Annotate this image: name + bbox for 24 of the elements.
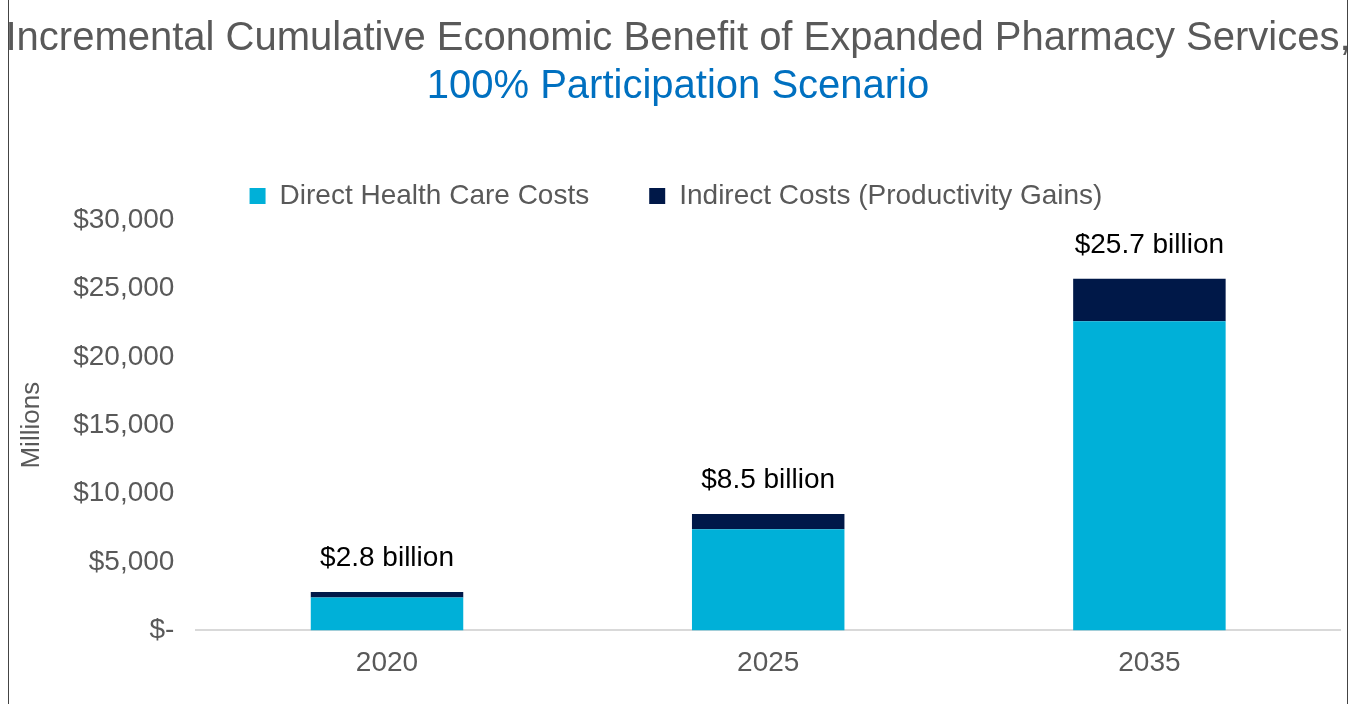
bar [1073, 278, 1226, 322]
y-tick-label: $20,000 [73, 339, 175, 371]
x-tick-label: 2020 [355, 645, 419, 677]
x-tick-label: 2035 [1118, 645, 1181, 677]
total-label: $2.8 billion [320, 540, 454, 572]
bar [691, 529, 845, 631]
bar [691, 514, 845, 530]
total-label: $25.7 billion [1074, 227, 1225, 259]
y-tick-label: $10,000 [73, 476, 175, 508]
chart-subtitle: 100% Participation Scenario [426, 62, 930, 106]
chart-title: Incremental Cumulative Economic Benefit of Expanded Pharmacy Services, [5, 14, 1351, 58]
bar [310, 597, 464, 631]
y-tick-label: $25,000 [73, 271, 175, 303]
y-tick-label: $5,000 [88, 544, 175, 576]
y-axis-title: Millions [14, 381, 45, 469]
y-tick-label: $- [149, 613, 175, 645]
total-label: $8.5 billion [701, 462, 836, 494]
bar [310, 592, 464, 598]
y-tick-label: $30,000 [73, 202, 175, 234]
bar [1073, 321, 1226, 631]
x-tick-label: 2025 [737, 645, 800, 677]
y-tick-label: $15,000 [73, 407, 175, 439]
legend-label: Indirect Costs (Productivity Gains) [679, 178, 1103, 210]
legend-label: Direct Health Care Costs [279, 178, 590, 210]
